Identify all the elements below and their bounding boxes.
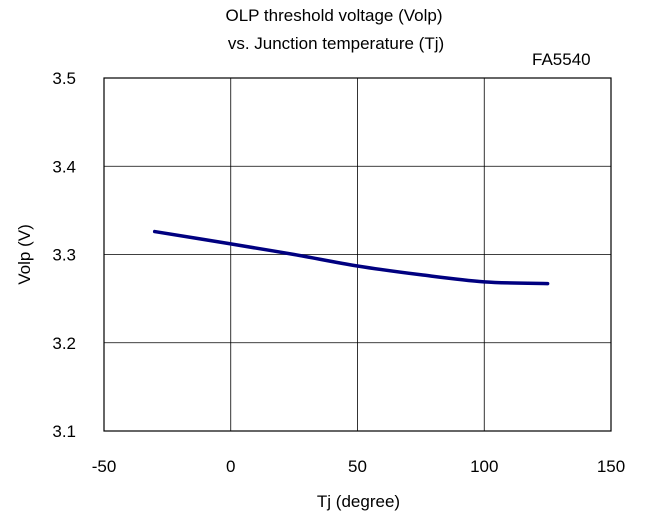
- model-label: FA5540: [532, 50, 591, 69]
- y-tick-label: 3.5: [52, 69, 76, 88]
- series-line: [152, 229, 550, 286]
- chart-title-line2: vs. Junction temperature (Tj): [227, 34, 445, 53]
- x-tick-label: 50: [348, 457, 367, 476]
- x-axis-label: Tj (degree): [317, 492, 400, 511]
- y-tick-label: 3.4: [52, 157, 76, 176]
- grid-lines: [104, 78, 611, 431]
- y-tick-label: 3.3: [52, 246, 76, 265]
- y-tick-labels: 3.1 3.2 3.3 3.4 3.5: [52, 69, 76, 441]
- y-axis-label: Volp (V): [15, 224, 34, 284]
- x-tick-label: 150: [597, 457, 625, 476]
- chart-title-line1: OLP threshold voltage (Volp): [225, 6, 443, 25]
- x-tick-label: -50: [92, 457, 117, 476]
- y-tick-label: 3.1: [52, 422, 76, 441]
- x-tick-label: 0: [226, 457, 235, 476]
- y-tick-label: 3.2: [52, 334, 76, 353]
- x-tick-labels: -50 0 50 100 150: [92, 457, 625, 476]
- x-tick-label: 100: [470, 457, 498, 476]
- plot-frame: [103, 77, 612, 432]
